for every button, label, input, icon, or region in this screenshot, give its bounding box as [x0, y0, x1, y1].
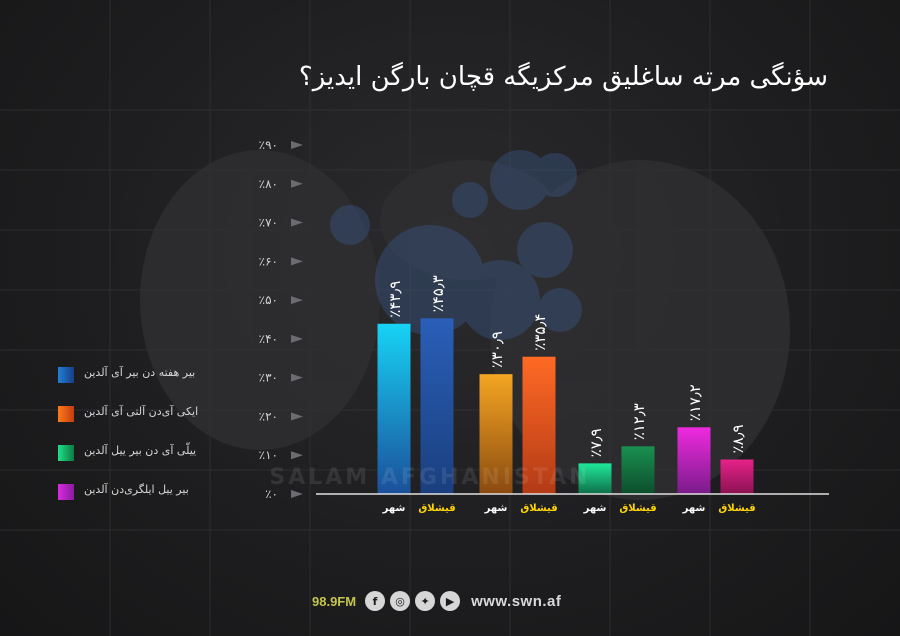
bar [677, 427, 711, 494]
y-tick-label: ٪۴۰ [259, 332, 278, 346]
y-tick-marker [291, 490, 303, 498]
legend-label: بیر ییل ایلگری‌دن آلدین [84, 483, 189, 496]
x-category-label: قیشلاق [418, 503, 455, 514]
y-tick-label: ٪۵۰ [259, 293, 278, 307]
legend-swatch [58, 367, 74, 383]
legend-label: ایکی آی‌دن آلتی آی آلدین [84, 405, 199, 418]
y-tick-marker [291, 412, 303, 421]
y-tick-marker [291, 451, 303, 460]
legend-swatch [58, 484, 74, 500]
bar [621, 446, 655, 494]
legend-item: بیر هفته دن بیر آی آلدین [58, 362, 268, 401]
x-category-label: شهر [382, 503, 406, 514]
bar-value-label: ٪۸٫۹ [729, 424, 747, 453]
legend-swatch [58, 445, 74, 461]
bar-value-label: ٪۱۲٫۳ [630, 403, 648, 440]
legend-item: ایکی آی‌دن آلتی آی آلدین [58, 401, 268, 440]
y-tick-label: ٪۳۰ [259, 371, 278, 385]
chart-title: سؤنگی مرته ساغلیق مرکزیگه قچان بارگن اید… [298, 62, 828, 92]
watermark-text: SALAM AFGHANISTAN [269, 465, 590, 490]
legend-label: بیر هفته دن بیر آی آلدین [84, 366, 196, 379]
y-tick-marker [291, 141, 303, 149]
bar [377, 323, 411, 494]
bar-value-label: ٪۳۰٫۹ [488, 331, 506, 368]
y-tick-marker [291, 257, 303, 266]
legend-item: بیر ییل ایلگری‌دن آلدین [58, 479, 268, 518]
y-tick-marker [291, 179, 303, 188]
bar-value-label: ٪۴۳٫۹ [386, 281, 404, 318]
instagram-icon[interactable]: ◎ [390, 591, 411, 611]
y-tick-label: ٪۰ [265, 487, 278, 501]
y-tick-marker [291, 373, 303, 382]
bar [720, 459, 754, 494]
bar-value-label: ٪۱۷٫۲ [686, 384, 704, 421]
x-category-label: قیشلاق [718, 503, 755, 514]
y-tick-label: ٪۸۰ [259, 177, 278, 191]
y-tick-label: ٪۷۰ [259, 216, 278, 230]
website-link[interactable]: www.swn.af [471, 592, 562, 610]
legend-swatch [58, 406, 74, 422]
youtube-icon[interactable]: ▶ [440, 591, 461, 611]
y-tick-label: ٪۲۰ [259, 409, 278, 423]
legend: بیر هفته دن بیر آی آلدین ایکی آی‌دن آلتی… [58, 362, 268, 518]
bar [578, 463, 612, 494]
facebook-icon[interactable]: f [365, 591, 386, 611]
y-tick-marker [291, 334, 303, 343]
y-tick-marker [291, 218, 303, 227]
bar-value-label: ٪۷٫۹ [587, 428, 605, 457]
y-tick-label: ٪۹۰ [259, 138, 278, 152]
bar-value-label: ٪۴۵٫۳ [429, 275, 447, 312]
bar-value-label: ٪۳۵٫۴ [531, 314, 549, 351]
y-tick-marker [291, 296, 303, 305]
legend-item: ییلّی آی دن بیر ییل آلدین [58, 440, 268, 479]
bar [479, 374, 513, 494]
x-category-label: قیشلاق [520, 503, 557, 514]
x-category-label: شهر [484, 503, 508, 514]
bar [522, 356, 556, 494]
legend-label: ییلّی آی دن بیر ییل آلدین [84, 444, 197, 457]
radio-frequency: 98.9FM [312, 593, 357, 609]
x-category-label: شهر [682, 503, 706, 514]
x-category-label: قیشلاق [619, 503, 656, 514]
y-tick-label: ٪۶۰ [259, 254, 278, 268]
x-category-label: شهر [583, 503, 607, 514]
footer: 98.9FM f ◎ ✦ ▶ www.swn.af [312, 588, 612, 614]
twitter-icon[interactable]: ✦ [415, 591, 436, 611]
bar [420, 318, 454, 494]
y-tick-label: ٪۱۰ [259, 448, 278, 462]
